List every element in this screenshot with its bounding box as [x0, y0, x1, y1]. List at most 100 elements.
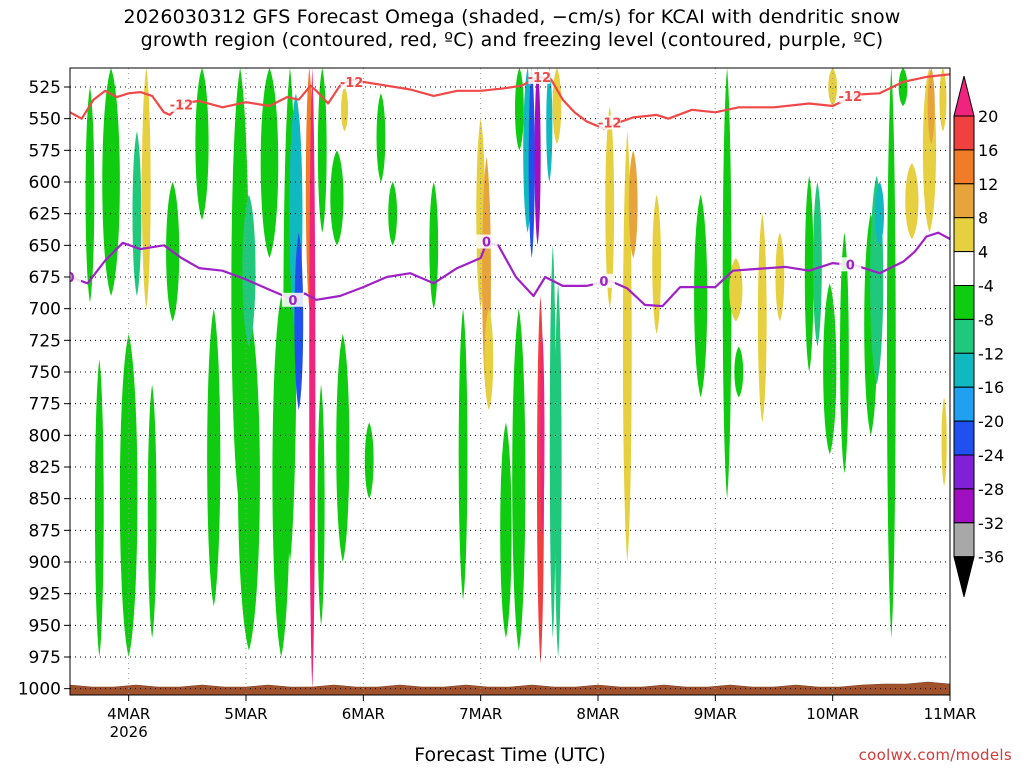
colorbar-bottom-arrow	[953, 556, 975, 597]
contour-label-bg	[170, 97, 193, 112]
y-tick-label-575: 575	[29, 141, 61, 161]
x-year-label: 2026	[110, 723, 148, 741]
omega-region-11	[237, 308, 260, 651]
y-tick-label-775: 775	[29, 395, 61, 415]
omega-region-2	[102, 68, 120, 296]
y-tick-label-925: 925	[29, 585, 61, 605]
omega-region-34	[514, 68, 524, 151]
omega-region-24	[341, 87, 349, 132]
colorbar-swatch-4	[953, 217, 975, 253]
temperature-contours: -12 -12 -12 -12 -12 0 0 0 0 0	[70, 69, 950, 309]
omega-region-42	[549, 245, 556, 639]
x-tick-label-11MAR: 11MAR	[924, 705, 977, 723]
omega-region-53	[757, 213, 767, 423]
colorbar-swatch-gray	[953, 522, 975, 558]
omega-region-69	[941, 397, 947, 486]
contour-label-bg	[839, 88, 862, 103]
contour-label-bg	[70, 270, 81, 284]
colorbar-label: -32	[978, 514, 1004, 533]
colorbar-swatch-3	[953, 183, 975, 219]
y-tick-label-900: 900	[29, 553, 61, 573]
contour-label-bg	[340, 74, 363, 89]
omega-region-4	[132, 131, 142, 296]
omega-region-9	[207, 308, 221, 607]
omega-region-3	[119, 334, 138, 657]
colorbar-label: -36	[978, 548, 1004, 567]
y-tick-label-675: 675	[29, 268, 61, 288]
colorbar: 20 16 12 8 4 -4 -8 -12 -16 -20 -24 -28 -32 -36	[953, 75, 1004, 597]
colorbar-swatch-12	[953, 488, 975, 524]
y-tick-label-750: 750	[29, 363, 61, 383]
contour-line-freezing	[70, 231, 950, 308]
omega-region-52	[734, 346, 744, 398]
colorbar-label: -12	[978, 344, 1004, 363]
omega-region-1	[94, 359, 104, 657]
colorbar-label: 12	[978, 175, 998, 194]
colorbar-swatch-5	[953, 251, 975, 287]
x-tick-label-4MAR: 4MAR	[107, 705, 150, 723]
omega-region-51	[729, 258, 743, 322]
y-tick-label-875: 875	[29, 521, 61, 541]
y-tick-label-825: 825	[29, 458, 61, 478]
omega-region-63	[886, 68, 896, 638]
y-tick-label-600: 600	[29, 173, 61, 193]
y-tick-label-850: 850	[29, 490, 61, 510]
contour-label: 0	[599, 275, 608, 290]
y-tick-label-975: 975	[29, 648, 61, 668]
x-axis-label: Forecast Time (UTC)	[414, 744, 606, 766]
colorbar-swatch-6	[953, 285, 975, 320]
omega-region-48	[652, 194, 662, 334]
colorbar-swatch-2	[953, 149, 975, 185]
plot-border	[69, 67, 951, 696]
chart-title-line1: 2026030312 GFS Forecast Omega (shaded, −…	[123, 6, 901, 28]
omega-region-37	[528, 68, 535, 258]
colorbar-label: -20	[978, 412, 1004, 431]
omega-region-40	[540, 334, 545, 537]
omega-region-43	[554, 283, 562, 657]
contour-label-bg	[592, 273, 615, 288]
omega-region-50	[722, 68, 732, 499]
omega-region-26	[376, 93, 386, 182]
colorbar-label: -8	[978, 310, 994, 329]
y-tick-label-800: 800	[29, 426, 61, 446]
time-axis: 4MAR 5MAR 6MAR 7MAR 8MAR 9MAR 10MAR 11MAR 2026	[107, 695, 976, 741]
omega-region-6	[147, 384, 157, 638]
omega-region-0	[85, 87, 95, 303]
y-tick-label-525: 525	[29, 78, 61, 98]
colorbar-swatch-11	[953, 454, 975, 490]
omega-region-47	[628, 150, 638, 258]
y-tick-label-1000: 1000	[18, 680, 61, 700]
contour-label: -12	[340, 76, 364, 91]
omega-region-29	[458, 308, 468, 600]
y-tick-label-700: 700	[29, 300, 61, 320]
contour-line-dgz	[70, 73, 950, 130]
y-tick-label-550: 550	[29, 110, 61, 130]
omega-region-46	[622, 131, 632, 563]
credit-text: coolwx.com/models	[858, 746, 1012, 764]
omega-region-57	[823, 283, 837, 455]
colorbar-label: 16	[978, 141, 998, 160]
y-tick-label-625: 625	[29, 205, 61, 225]
contour-label: 0	[846, 258, 855, 273]
colorbar-swatch-9	[953, 386, 975, 422]
y-tick-label-650: 650	[29, 236, 61, 256]
contour-label-bg	[528, 69, 551, 84]
colorbar-swatch-10	[953, 420, 975, 456]
chart-title: 2026030312 GFS Forecast Omega (shaded, −…	[0, 6, 1024, 52]
omega-region-59	[840, 232, 849, 474]
plot-frame	[69, 67, 951, 696]
y-tick-label-950: 950	[29, 616, 61, 636]
pressure-axis: 525 550 575 600 625 650 675 700 725 750 775 800 825 8…	[18, 78, 70, 700]
omega-region-20	[317, 384, 325, 626]
omega-region-67	[927, 68, 935, 144]
omega-region-56	[813, 182, 822, 347]
contour-label: -12	[170, 99, 194, 114]
omega-shading	[85, 68, 947, 689]
contour-label: -12	[839, 90, 863, 105]
x-tick-label-10MAR: 10MAR	[806, 705, 859, 723]
y-tick-label-725: 725	[29, 331, 61, 351]
colorbar-swatch-1	[953, 115, 975, 151]
omega-region-21	[317, 68, 327, 233]
omega-region-27	[388, 182, 398, 246]
